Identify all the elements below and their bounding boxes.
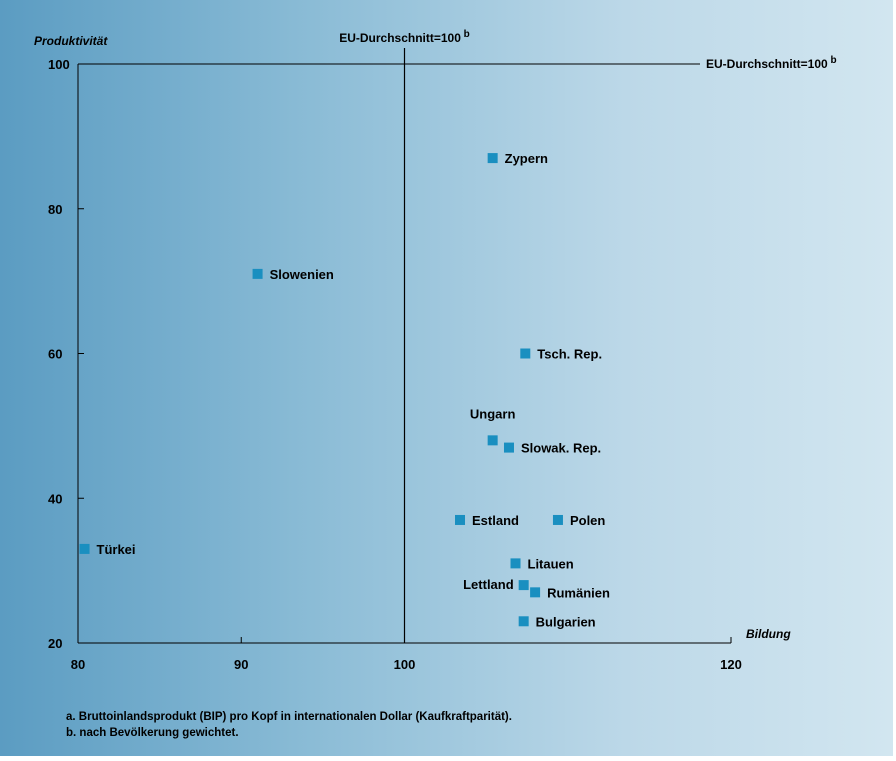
point-marker-slowenien (252, 268, 263, 279)
eu-average-vertical-label: EU-Durchschnitt=100 b (339, 29, 470, 45)
footnote-marker: b (461, 29, 470, 40)
point-marker-litauen (510, 558, 521, 569)
y-tick-label: 60 (48, 347, 62, 362)
point-label-türkei: Türkei (97, 542, 136, 557)
reference-lines: EU-Durchschnitt=100 b EU-Durchschnitt=100… (78, 29, 837, 643)
footnote-marker: b (828, 55, 837, 66)
x-axis-label: Bildung (746, 627, 791, 641)
point-label-bulgarien: Bulgarien (536, 614, 596, 629)
point-label-ungarn: Ungarn (470, 406, 516, 421)
point-label-polen: Polen (570, 513, 605, 528)
point-marker-bulgarien (518, 616, 529, 627)
point-marker-slowak-rep (503, 442, 514, 453)
footnote-b: b. nach Bevölkerung gewichtet. (66, 727, 239, 739)
y-axis-label: Produktivität (34, 34, 108, 48)
point-marker-rumänien (530, 587, 541, 598)
y-tick-label: 40 (48, 491, 62, 506)
footnote-a: a. Bruttoinlandsprodukt (BIP) pro Kopf i… (66, 711, 512, 723)
x-tick-label: 80 (71, 657, 85, 672)
y-tick-label: 20 (48, 636, 62, 651)
tick-labels: 100 80 60 40 20 80 90 100 120 (48, 57, 742, 672)
point-marker-lettland (518, 580, 529, 591)
point-label-lettland: Lettland (463, 577, 514, 592)
point-label-rumänien: Rumänien (547, 585, 610, 600)
y-tick-label: 80 (48, 202, 62, 217)
point-marker-ungarn (487, 435, 498, 446)
point-marker-polen (552, 514, 563, 525)
x-tick-label: 90 (234, 657, 248, 672)
y-tick-label: 100 (48, 57, 70, 72)
point-marker-estland (455, 514, 466, 525)
point-label-litauen: Litauen (528, 556, 574, 571)
x-tick-label: 100 (394, 657, 416, 672)
point-label-slowak-rep: Slowak. Rep. (521, 441, 601, 456)
point-label-slowenien: Slowenien (270, 267, 334, 282)
eu-average-horizontal-label: EU-Durchschnitt=100 b (706, 55, 837, 71)
point-marker-tsch-rep (520, 348, 531, 359)
point-label-tsch-rep: Tsch. Rep. (537, 347, 602, 362)
point-marker-türkei (79, 543, 90, 554)
data-points: Zypern Slowenien Tsch. Rep. Ungarn Slowak. R… (79, 151, 610, 629)
point-marker-zypern (487, 153, 498, 164)
point-label-zypern: Zypern (505, 151, 548, 166)
x-tick-label: 120 (720, 657, 742, 672)
point-label-estland: Estland (472, 513, 519, 528)
